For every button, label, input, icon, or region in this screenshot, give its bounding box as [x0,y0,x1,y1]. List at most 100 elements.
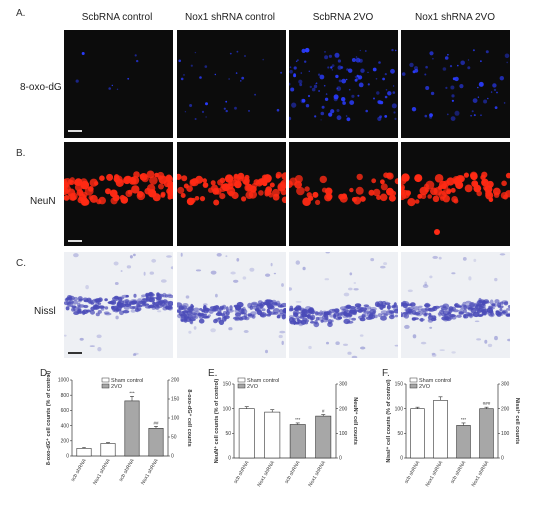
chart-svg: 0 50 100 150 0 100 200 300 NeuN⁺ cell counts (% … [213,377,359,488]
micrograph-8oxodg-tile [289,30,398,138]
micrograph-nissl-tile [177,252,286,358]
legend-label: 2VO [247,384,259,390]
panel-letter-a: A. [16,8,26,19]
significance-label: ## [153,420,159,425]
y-tick-label: 0 [66,454,69,460]
y-tick-label: 600 [61,408,70,414]
error-bar [321,414,326,417]
panel-letter-f: F. [382,368,390,379]
y-axis-label: Nissl⁺ cell counts (% of control) [385,379,392,462]
micrograph-nissl-tile [64,252,173,358]
x-tick-label: scb shRNA [70,457,88,482]
legend-label: Sham control [111,378,143,384]
legend-swatch [409,377,418,383]
y2-tick-label: 0 [501,456,504,462]
error-bar [484,406,489,409]
bar [124,400,140,457]
panel-letter-b: B. [16,148,26,159]
legend-swatch [101,383,110,389]
legend-swatch [101,377,110,383]
micrograph-nissl-tile [289,252,398,358]
error-bar [130,396,134,401]
column-header-3: ScbRNA 2VO [312,12,374,23]
bar [264,411,281,459]
micrograph-neun-tile [64,142,173,246]
y2-axis-label: NeuN⁺ cell counts [352,397,359,445]
bar [456,425,471,459]
legend-label: Sham control [419,378,451,384]
error-bar [461,422,466,426]
y2-tick-label: 200 [171,378,180,384]
significance-label: *** [461,417,467,422]
significance-label: # [322,409,325,414]
chart-axes [405,384,499,459]
micrograph-nissl-tile [401,252,510,358]
x-tick-label: Nox1 shRNA [307,459,327,488]
legend-label: 2VO [111,384,123,390]
y-axis-label: NeuN⁺ cell counts (% of control) [213,379,220,464]
bar [238,408,255,459]
micrograph-8oxodg-tile [64,30,173,138]
chart-axes [233,384,337,459]
y2-tick-label: 300 [339,382,348,388]
significance-label: *** [129,390,135,395]
bar-chart-neun: 0 50 100 150 0 100 200 300 NeuN⁺ cell counts (% … [206,372,376,512]
micrograph-neun-tile [401,142,510,246]
y2-tick-label: 0 [339,456,342,462]
legend-label: 2VO [419,384,431,390]
bar [148,427,164,457]
panel-letter-c: C. [16,258,26,269]
y2-axis-label: Nissl⁺ cell counts [514,398,521,444]
column-header-2: Nox1 shRNA control [184,12,276,23]
y2-tick-label: 300 [501,382,510,388]
bar [410,408,425,459]
error-bar [82,446,86,449]
panel-letter-e: E. [208,368,218,379]
bar [289,424,306,459]
y2-tick-label: 50 [171,435,177,441]
row-label-neun: NeuN [30,196,56,207]
y-tick-label: 800 [61,393,70,399]
scale-bar-a [68,130,82,132]
bar-chart-8oxodg: 0 200 400 600 800 1000 0 50 100 150 200 8-oxo-dG⁺ c… [36,371,204,512]
error-bar [106,442,110,444]
error-bar [270,409,275,413]
legend-swatch [237,377,246,383]
chart-svg: 0 50 100 150 0 100 200 300 Nissl⁺ cell counts (%… [385,377,521,488]
bar [100,443,116,457]
x-tick-label: Nox1 shRNA [425,459,445,488]
error-bar [415,406,420,409]
y-axis-label: 8-oxo-dG⁺ cell counts (% of control) [45,371,52,465]
x-tick-label: scb shRNA [284,459,302,484]
bar [315,415,332,459]
y2-tick-label: 100 [171,416,180,422]
y2-tick-label: 0 [171,454,174,460]
x-tick-label: Nox1 shRNA [140,457,160,486]
x-tick-label: Nox1 shRNA [471,459,491,488]
bar [433,399,448,459]
scale-bar-b [68,240,82,242]
x-tick-label: scb shRNA [450,459,468,484]
y2-tick-label: 200 [501,406,510,412]
y-tick-label: 150 [395,382,404,388]
error-bar [154,426,158,429]
y-tick-label: 400 [61,423,70,429]
column-header-1: ScbRNA control [81,12,153,23]
row-label-8oxodg: 8-oxo-dG [20,82,62,93]
x-tick-label: Nox1 shRNA [92,457,112,486]
panel-letter-d: D. [40,368,50,379]
x-tick-label: scb shRNA [118,457,136,482]
row-label-nissl: Nissl [34,306,56,317]
y-tick-label: 50 [225,431,231,437]
legend-swatch [237,383,246,389]
bar [76,448,92,457]
scale-bar-c [68,352,82,354]
column-header-4: Nox1 shRNA 2VO [414,12,496,23]
y2-tick-label: 100 [501,431,510,437]
y-tick-label: 100 [395,406,404,412]
y-tick-label: 200 [61,439,70,445]
legend-label: Sham control [247,378,279,384]
micrograph-neun-tile [177,142,286,246]
y-tick-label: 100 [223,406,232,412]
micrograph-8oxodg-tile [401,30,510,138]
